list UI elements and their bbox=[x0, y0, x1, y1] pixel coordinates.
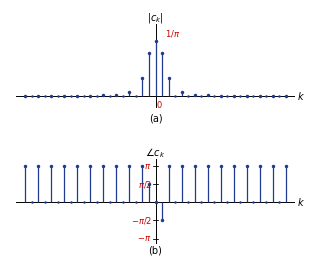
Text: $\pi/2$: $\pi/2$ bbox=[137, 179, 151, 190]
Text: $\pi$: $\pi$ bbox=[144, 162, 151, 171]
Text: $k$: $k$ bbox=[297, 196, 305, 209]
Text: $k$: $k$ bbox=[297, 90, 305, 102]
Text: $1/\pi$: $1/\pi$ bbox=[165, 28, 181, 39]
Text: $\angle c_k$: $\angle c_k$ bbox=[145, 146, 166, 160]
Text: (a): (a) bbox=[149, 113, 162, 123]
Text: $-\pi/2$: $-\pi/2$ bbox=[131, 215, 151, 226]
Text: 0: 0 bbox=[156, 101, 161, 110]
Text: (b): (b) bbox=[149, 246, 162, 256]
Text: $-\pi$: $-\pi$ bbox=[137, 234, 151, 243]
Text: $|c_k|$: $|c_k|$ bbox=[147, 11, 164, 25]
